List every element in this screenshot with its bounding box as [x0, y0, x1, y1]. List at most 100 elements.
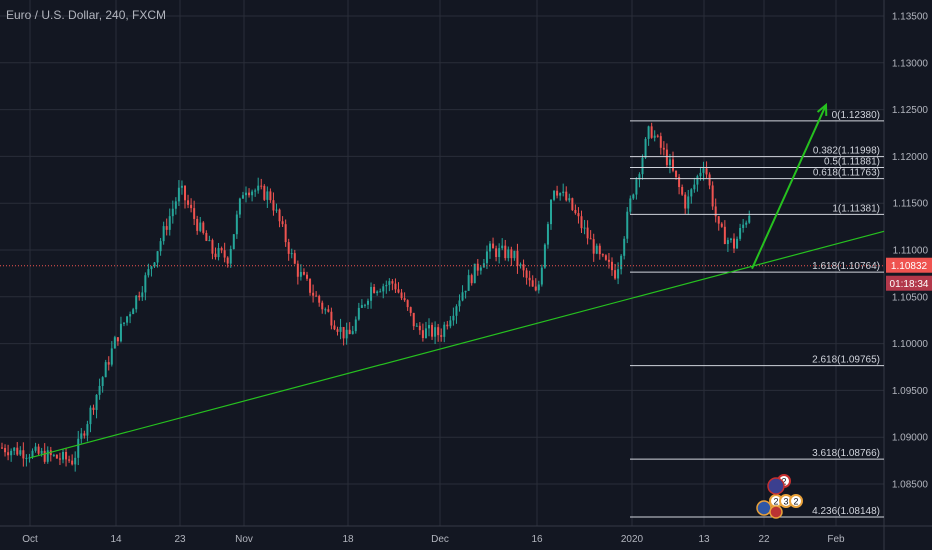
candle-body — [412, 312, 415, 327]
countdown-label: 01:18:34 — [890, 279, 929, 290]
time-axis[interactable]: Oct 14 23 Nov 18 Dec 16 2020 13 22 Feb — [22, 534, 845, 545]
candle-body — [415, 325, 418, 327]
candle-body — [266, 191, 269, 200]
candle-body — [574, 209, 577, 214]
candle-body — [34, 446, 37, 451]
candle-body — [681, 187, 684, 195]
candle-body — [235, 214, 238, 235]
candle-body — [589, 238, 592, 240]
y-tick-label: 1.10500 — [892, 292, 929, 303]
candle-body — [95, 394, 98, 410]
candle-body — [241, 195, 244, 199]
drawings[interactable]: 0(1.12380) 0.382(1.11998)0.5(1.11881)0.61… — [0, 102, 885, 519]
candle-body — [583, 227, 586, 229]
candle-body — [77, 438, 80, 458]
x-tick-label: Oct — [22, 534, 38, 545]
candle-body — [479, 267, 482, 271]
candle-body — [665, 149, 668, 166]
candle-body — [135, 295, 138, 310]
candle-body — [397, 289, 400, 293]
candle-body — [40, 450, 43, 454]
candle-body — [284, 224, 287, 243]
candle-body — [428, 325, 430, 329]
candle-body — [296, 263, 299, 277]
candle-body — [248, 192, 251, 196]
candle-body — [165, 226, 168, 230]
candle-body — [464, 290, 467, 293]
candle-body — [65, 451, 68, 460]
candle-body — [604, 255, 607, 260]
candle-body — [476, 263, 479, 271]
candle-body — [315, 295, 318, 297]
flag-us-icon[interactable] — [769, 505, 783, 519]
candle-body — [351, 331, 354, 335]
candle-body — [119, 323, 122, 342]
candle-body — [257, 185, 260, 191]
candle-body — [446, 324, 449, 327]
candle-body — [470, 275, 473, 284]
candle-body — [190, 204, 193, 209]
fib-level-label: 0.5(1.11881) — [824, 157, 880, 168]
candle-body — [705, 168, 708, 175]
candle-body — [644, 138, 647, 158]
candle-body — [348, 329, 351, 335]
candle-body — [528, 277, 531, 281]
candle-body — [437, 327, 440, 336]
candle-body — [620, 255, 623, 270]
candle-body — [202, 222, 205, 233]
x-tick-label: 13 — [698, 534, 710, 545]
flag-eu-icon[interactable] — [756, 500, 772, 516]
candle-body — [717, 216, 720, 224]
candle-body — [1, 447, 3, 449]
event-badge-count: 2 — [781, 477, 786, 487]
candle-body — [22, 450, 25, 459]
flag-eu-icon[interactable] — [767, 477, 785, 495]
candle-body — [739, 228, 742, 239]
candle-body — [205, 232, 208, 241]
candle-body — [458, 300, 461, 307]
y-tick-label: 1.11000 — [893, 246, 929, 257]
candle-body — [309, 278, 312, 293]
candle-body — [113, 337, 116, 349]
candle-body — [217, 248, 220, 258]
candle-body — [675, 170, 678, 177]
candle-body — [726, 240, 729, 245]
candle-body — [330, 311, 333, 326]
candle-body — [269, 191, 272, 201]
candle-body — [629, 198, 632, 212]
y-tick-label: 1.12500 — [892, 105, 929, 116]
candle-body — [546, 224, 549, 245]
event-badge[interactable] — [789, 494, 803, 508]
candle-body — [147, 269, 150, 276]
candle-body — [504, 245, 507, 259]
x-tick-label: 2020 — [621, 534, 644, 545]
candle-body — [138, 295, 141, 298]
fib-level-label: 0.382(1.11998) — [813, 146, 880, 157]
candle-body — [577, 213, 580, 217]
projection-arrow[interactable] — [751, 104, 827, 270]
x-tick-label: 16 — [531, 534, 543, 545]
candle-body — [345, 329, 348, 339]
candle-body — [568, 198, 571, 201]
candle-body — [196, 218, 199, 231]
candle-body — [159, 241, 162, 252]
candle-body — [324, 309, 327, 311]
candle-body — [321, 302, 324, 310]
candle-body — [699, 172, 702, 177]
candle-body — [199, 222, 202, 231]
candle-body — [92, 407, 95, 410]
candle-body — [327, 309, 330, 312]
candle-body — [226, 257, 229, 264]
trend-line[interactable] — [29, 230, 885, 459]
candle-body — [86, 424, 89, 436]
candle-body — [208, 240, 211, 242]
candle-body — [223, 250, 226, 258]
candle-body — [281, 221, 284, 225]
candle-body — [650, 126, 653, 138]
candle-body — [13, 447, 16, 451]
candle-body — [342, 326, 345, 339]
candle-body — [318, 296, 321, 303]
price-axis[interactable]: 1.13500 1.13000 1.12500 1.12000 1.11500 1.110… — [886, 12, 932, 491]
candle-body — [522, 264, 525, 271]
